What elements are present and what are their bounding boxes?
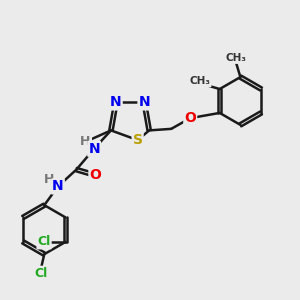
Text: H: H [80,135,91,148]
Text: N: N [110,95,122,110]
Text: CH₃: CH₃ [190,76,211,86]
Text: N: N [139,95,150,110]
Text: S: S [133,133,142,147]
Text: O: O [184,111,196,125]
Text: N: N [88,142,100,156]
Text: CH₃: CH₃ [225,53,246,63]
Text: H: H [81,135,91,148]
Text: Cl: Cl [34,267,47,280]
Text: N: N [52,179,64,194]
Text: O: O [89,168,101,182]
Text: Cl: Cl [38,236,51,248]
Text: H: H [44,173,54,186]
